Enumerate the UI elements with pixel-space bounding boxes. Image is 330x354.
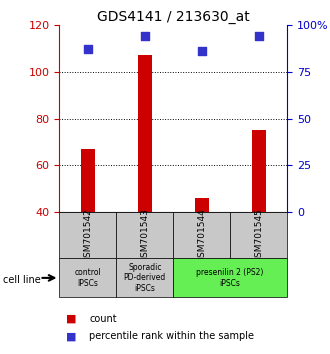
Bar [116,258,173,297]
Point [142,33,148,39]
Text: percentile rank within the sample: percentile rank within the sample [89,331,254,341]
Bar [195,198,209,212]
Bar [138,55,152,212]
Point [256,33,261,39]
Text: control
IPSCs: control IPSCs [75,268,101,287]
Bar [59,258,116,297]
Text: presenilin 2 (PS2)
iPSCs: presenilin 2 (PS2) iPSCs [196,268,264,287]
Text: GSM701545: GSM701545 [254,208,263,263]
Bar [81,149,95,212]
Text: GSM701542: GSM701542 [83,208,92,263]
Bar [230,212,287,258]
Text: Sporadic
PD-derived
iPSCs: Sporadic PD-derived iPSCs [124,263,166,293]
Text: cell line: cell line [3,275,41,285]
Text: count: count [89,314,117,324]
Bar [251,130,266,212]
Bar [173,258,287,297]
Text: ■: ■ [66,314,77,324]
Point [85,46,90,52]
Bar [116,212,173,258]
Point [199,48,204,54]
Text: GSM701544: GSM701544 [197,208,206,263]
Title: GDS4141 / 213630_at: GDS4141 / 213630_at [97,10,249,24]
Text: GSM701543: GSM701543 [140,208,149,263]
Bar [173,212,230,258]
Text: ■: ■ [66,331,77,341]
Bar [59,212,116,258]
